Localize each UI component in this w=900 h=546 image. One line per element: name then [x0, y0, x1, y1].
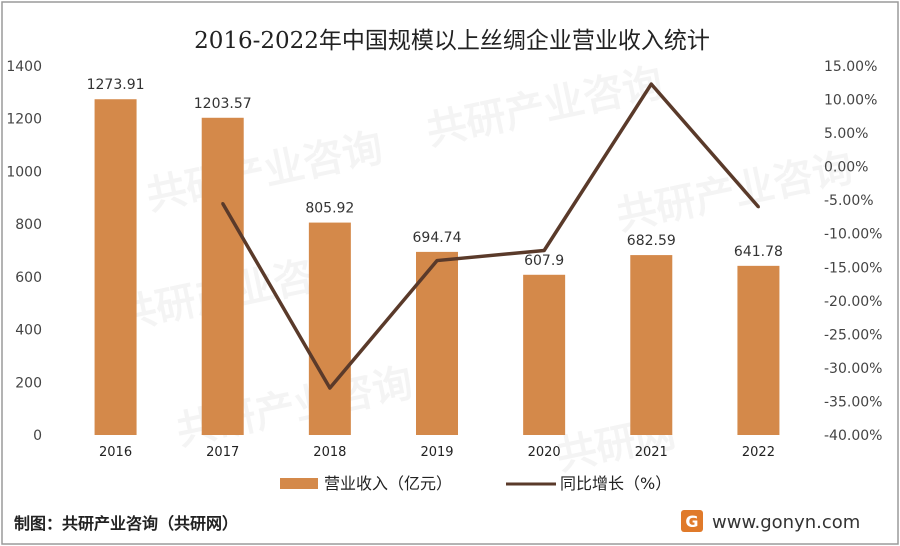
right-axis: -40.00% -35.00% -30.00% -25.00% -20.00% -15.0… — [824, 59, 882, 444]
right-tick-label: -10.00% — [824, 227, 882, 243]
chart-title: 2016-2022年中国规模以上丝绸企业营业收入统计 — [194, 28, 710, 54]
website-url: www.gonyn.com — [712, 512, 860, 533]
x-axis: 2016 2017 2018 2019 2020 2021 2022 — [99, 445, 775, 460]
logo-mark-icon — [681, 510, 703, 532]
right-tick-label: 10.00% — [824, 93, 877, 109]
line-point — [542, 249, 546, 252]
bar-data-label: 694.74 — [413, 230, 462, 246]
line-point — [435, 259, 439, 263]
growth-line — [221, 82, 760, 390]
left-tick-label: 200 — [15, 375, 42, 391]
right-tick-label: -40.00% — [824, 428, 882, 444]
bar-data-label: 1273.91 — [87, 77, 145, 93]
x-tick-label: 2020 — [528, 445, 561, 460]
bar — [308, 222, 351, 435]
bar-data-label: 641.78 — [734, 244, 783, 260]
line-series — [221, 82, 760, 390]
left-axis: 0 200 400 600 800 1000 1200 1400 — [6, 59, 42, 444]
left-tick-label: 1000 — [6, 164, 42, 180]
line-point — [328, 386, 332, 390]
x-tick-label: 2019 — [420, 445, 453, 460]
line-point — [756, 205, 760, 209]
bar-data-labels: 1273.91 1203.57 805.92 694.74 607.9 682.59 641… — [87, 77, 783, 269]
right-tick-label: -35.00% — [824, 394, 882, 410]
bar — [201, 117, 244, 435]
bar — [737, 265, 780, 435]
x-tick-label: 2017 — [206, 445, 239, 460]
right-tick-label: 5.00% — [824, 126, 868, 142]
legend-label-growth: 同比增长（%） — [560, 474, 671, 493]
bar — [630, 255, 673, 435]
left-tick-label: 400 — [15, 323, 42, 339]
x-tick-label: 2016 — [99, 445, 132, 460]
legend-swatch-revenue — [280, 478, 318, 489]
bar-data-label: 607.9 — [524, 253, 564, 269]
right-tick-label: -30.00% — [824, 361, 882, 377]
right-tick-label: -15.00% — [824, 260, 882, 276]
left-tick-label: 600 — [15, 270, 42, 286]
site-logo: G — [681, 510, 703, 532]
right-tick-label: 15.00% — [824, 59, 877, 75]
x-tick-label: 2018 — [313, 445, 346, 460]
bar-data-label: 682.59 — [627, 233, 676, 249]
watermark-text-3: 共研产业咨询 — [613, 145, 857, 240]
line-point — [649, 82, 653, 86]
right-tick-label: -5.00% — [824, 193, 874, 209]
legend-label-revenue: 营业收入（亿元） — [324, 474, 452, 493]
left-tick-label: 0 — [33, 428, 42, 444]
left-tick-label: 1200 — [6, 112, 42, 128]
bar-data-label: 1203.57 — [194, 96, 252, 112]
legend: 营业收入（亿元） 同比增长（%） — [280, 474, 671, 493]
bar-data-label: 805.92 — [305, 201, 354, 217]
source-note: 制图：共研产业咨询（共研网） — [14, 514, 238, 533]
right-tick-label: -20.00% — [824, 294, 882, 310]
bar — [94, 99, 137, 436]
x-tick-label: 2022 — [742, 445, 775, 460]
x-tick-label: 2021 — [635, 445, 668, 460]
svg-text:G: G — [685, 512, 698, 531]
left-tick-label: 1400 — [6, 59, 42, 75]
right-tick-label: -25.00% — [824, 327, 882, 343]
bar — [523, 274, 566, 435]
line-point — [221, 202, 225, 206]
left-tick-label: 800 — [15, 217, 42, 233]
watermark-text-1: 共研产业咨询 — [423, 60, 667, 155]
bar-series — [94, 99, 780, 436]
right-tick-label: 0.00% — [824, 160, 868, 176]
bar — [416, 251, 458, 435]
